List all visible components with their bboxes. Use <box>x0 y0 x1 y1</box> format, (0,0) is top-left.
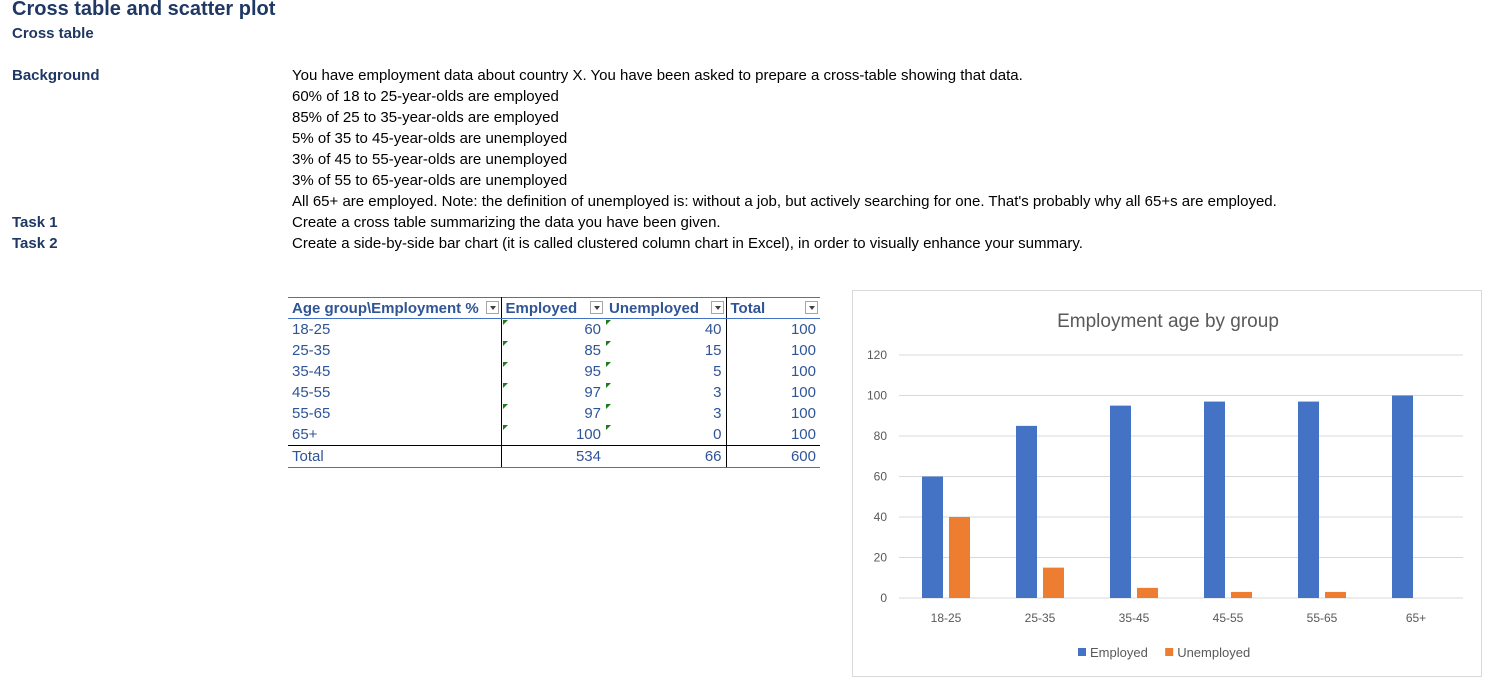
y-tick-label: 0 <box>880 591 887 605</box>
table-row: 18-25 60 40 100 <box>288 318 820 341</box>
header-employed[interactable]: Employed <box>501 297 605 319</box>
cell-unemployed[interactable]: 5 <box>605 361 727 382</box>
filter-dropdown-icon[interactable] <box>485 301 499 314</box>
background-line: 3% of 45 to 55-year-olds are unemployed <box>292 151 568 168</box>
x-tick-label: 45-55 <box>1213 611 1244 625</box>
bar-unemployed <box>1043 567 1064 598</box>
filter-dropdown-icon[interactable] <box>710 301 724 314</box>
header-unemployed[interactable]: Unemployed <box>605 297 727 319</box>
cell-total-total[interactable]: 600 <box>726 445 820 468</box>
task-2-label: Task 2 <box>12 235 58 252</box>
x-tick-label: 18-25 <box>931 611 962 625</box>
background-line: You have employment data about country X… <box>292 67 1023 84</box>
x-tick-label: 35-45 <box>1119 611 1150 625</box>
page-subtitle: Cross table <box>12 25 94 42</box>
bar-unemployed <box>1325 591 1346 598</box>
legend-swatch-employed <box>1078 648 1086 656</box>
cell-employed[interactable]: 97 <box>501 403 605 424</box>
cell-total[interactable]: 100 <box>790 426 816 443</box>
cell-total[interactable]: 100 <box>790 384 816 401</box>
cell-employed[interactable]: 85 <box>501 340 605 361</box>
cell-total[interactable]: 100 <box>790 405 816 422</box>
cell-unemployed[interactable]: 40 <box>605 318 727 340</box>
background-line: 60% of 18 to 25-year-olds are employed <box>292 88 559 105</box>
cell-age-group[interactable]: 55-65 <box>288 403 502 424</box>
legend-label: Unemployed <box>1177 645 1250 660</box>
task-1-text: Create a cross table summarizing the dat… <box>292 214 721 231</box>
cell-total-unemployed[interactable]: 66 <box>605 445 727 468</box>
table-row: 35-45 95 5 100 <box>288 361 820 382</box>
cell-unemployed[interactable]: 3 <box>605 403 727 424</box>
cell-age-group[interactable]: 45-55 <box>288 382 502 403</box>
cell-unemployed[interactable]: 15 <box>605 340 727 361</box>
page-title: Cross table and scatter plot <box>12 0 276 20</box>
cell-age-group[interactable]: 35-45 <box>288 361 502 382</box>
header-label: Total <box>730 299 766 317</box>
bar-employed <box>1016 425 1037 598</box>
table-total-row: Total 534 66 600 <box>288 445 820 468</box>
cell-employed[interactable]: 100 <box>501 424 605 446</box>
table-header-row: Age group\Employment % Employed Unemploy… <box>288 297 820 319</box>
header-age-group[interactable]: Age group\Employment % <box>288 297 502 319</box>
x-tick-label: 25-35 <box>1025 611 1056 625</box>
clustered-column-chart[interactable]: Employment age by group 0 20 40 60 80 100 120 18… <box>852 290 1482 677</box>
cell-age-group[interactable]: 25-35 <box>288 340 502 361</box>
background-line: 3% of 55 to 65-year-olds are unemployed <box>292 172 568 189</box>
legend-label: Employed <box>1090 645 1148 660</box>
bar-employed <box>1392 395 1413 598</box>
cell-unemployed[interactable]: 0 <box>605 424 727 446</box>
filter-dropdown-icon[interactable] <box>590 301 603 314</box>
table-row: 65+ 100 0 100 <box>288 424 820 446</box>
header-total[interactable]: Total <box>726 297 820 319</box>
cell-employed[interactable]: 95 <box>501 361 605 382</box>
task-2-text: Create a side-by-side bar chart (it is c… <box>292 235 1083 252</box>
y-tick-label: 60 <box>874 470 888 484</box>
x-tick-label: 65+ <box>1406 611 1426 625</box>
background-line: 5% of 35 to 45-year-olds are unemployed <box>292 130 568 147</box>
header-label: Unemployed <box>609 299 700 317</box>
table-row: 45-55 97 3 100 <box>288 382 820 403</box>
filter-dropdown-icon[interactable] <box>805 301 818 314</box>
bar-employed <box>1110 405 1131 598</box>
table-row: 25-35 85 15 100 <box>288 340 820 361</box>
y-tick-label: 120 <box>867 348 887 362</box>
bar-unemployed <box>1231 591 1252 598</box>
x-tick-label: 55-65 <box>1307 611 1338 625</box>
cell-total-label[interactable]: Total <box>288 445 502 468</box>
task-1-label: Task 1 <box>12 214 58 231</box>
chart-title: Employment age by group <box>1057 311 1279 332</box>
cell-total-employed[interactable]: 534 <box>501 445 605 468</box>
bar-employed <box>922 476 943 598</box>
bar-unemployed <box>1137 587 1158 598</box>
y-tick-label: 80 <box>874 429 888 443</box>
cell-total[interactable]: 100 <box>790 321 816 338</box>
bar-employed <box>1298 401 1319 598</box>
cell-unemployed[interactable]: 3 <box>605 382 727 403</box>
cross-table: Age group\Employment % Employed Unemploy… <box>288 297 820 468</box>
table-row: 55-65 97 3 100 <box>288 403 820 424</box>
cell-employed[interactable]: 97 <box>501 382 605 403</box>
background-line: 85% of 25 to 35-year-olds are employed <box>292 109 559 126</box>
bar-employed <box>1204 401 1225 598</box>
y-tick-label: 40 <box>874 510 888 524</box>
y-tick-label: 20 <box>874 551 888 565</box>
legend-swatch-unemployed <box>1165 648 1174 656</box>
bar-unemployed <box>949 517 970 598</box>
cell-total[interactable]: 100 <box>790 363 816 380</box>
background-line: All 65+ are employed. Note: the definiti… <box>292 193 1277 210</box>
cell-age-group[interactable]: 18-25 <box>288 318 502 340</box>
chart-svg: Employment age by group 0 20 40 60 80 100 120 18… <box>867 311 1463 660</box>
background-label: Background <box>12 67 100 84</box>
cell-employed[interactable]: 60 <box>501 319 605 341</box>
header-label: Age group\Employment % <box>292 299 479 317</box>
cell-total[interactable]: 100 <box>790 342 816 359</box>
y-tick-label: 100 <box>867 389 887 403</box>
header-label: Employed <box>505 299 578 317</box>
cell-age-group[interactable]: 65+ <box>288 424 502 446</box>
